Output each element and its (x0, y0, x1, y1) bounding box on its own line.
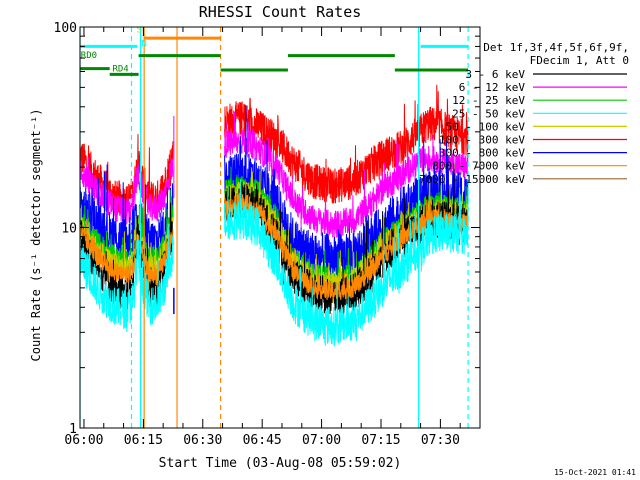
x-tick-label: 07:00 (302, 433, 341, 448)
x-tick-label: 06:30 (183, 433, 222, 448)
series-6-12-kev (80, 111, 469, 238)
series-line (80, 156, 174, 225)
legend-label: 25 - 50 keV (452, 107, 525, 120)
y-axis-label: Count Rate (s⁻¹ detector segment⁻¹) (29, 109, 43, 362)
footer-timestamp: 15-Oct-2021 01:41 (554, 468, 636, 477)
x-tick-label: 07:30 (421, 433, 460, 448)
series-line (224, 179, 469, 347)
legend: Det 1f,3f,4f,5f,6f,9f,FDecim 1, Att 0 3 -… (419, 41, 629, 186)
legend-label: 6 - 12 keV (459, 81, 526, 94)
legend-entry: 100 - 300 keV (439, 134, 627, 147)
legend-entry: 7000 - 15000 keV (419, 173, 627, 186)
annotation-label: RD4 (112, 64, 128, 74)
series-25-50-kev (80, 179, 469, 347)
legend-label: 3 - 6 keV (465, 68, 525, 81)
x-axis-label: Start Time (03-Aug-08 05:59:02) (159, 456, 402, 471)
series-line (224, 84, 469, 204)
legend-entry: 12 - 25 keV (452, 94, 627, 107)
y-tick-label: 1 (69, 422, 77, 437)
legend-entry: 6 - 12 keV (459, 81, 627, 94)
x-tick-label: 06:00 (64, 433, 103, 448)
legend-label: 800 - 7000 keV (432, 160, 525, 173)
legend-label: 50 - 100 keV (446, 120, 526, 133)
x-tick-label: 06:45 (243, 433, 282, 448)
legend-entry: 300 - 800 keV (439, 147, 627, 160)
legend-header: FDecim 1, Att 0 (530, 54, 629, 67)
legend-label: 300 - 800 keV (439, 147, 525, 160)
axes: 1 10 100 06:00 06:15 06:30 06:45 07:00 07:15 07:3… (54, 21, 481, 448)
legend-entry: 50 - 100 keV (446, 120, 627, 133)
legend-label: 7000 - 15000 keV (419, 173, 525, 186)
series-line (224, 190, 469, 301)
legend-header: Det 1f,3f,4f,5f,6f,9f, (483, 41, 629, 54)
series-line (224, 111, 469, 238)
chart-title: RHESSI Count Rates (199, 3, 362, 21)
x-tick-label: 06:15 (124, 433, 163, 448)
plot-area (80, 84, 469, 347)
legend-entry: 3 - 6 keV (465, 68, 627, 81)
y-tick-label: 100 (54, 21, 77, 36)
annotation-label: RD0 (81, 51, 97, 61)
annotation-label: S (137, 25, 142, 35)
y-tick-label: 10 (61, 222, 77, 237)
legend-label: 12 - 25 keV (452, 94, 525, 107)
annotation-label: N (141, 39, 146, 49)
series-line (80, 223, 174, 333)
legend-entry: 800 - 7000 keV (432, 160, 627, 173)
annotations: RD0 RD4 SN (80, 25, 469, 428)
legend-entry: 25 - 50 keV (452, 107, 627, 120)
legend-label: 100 - 300 keV (439, 134, 525, 147)
x-tick-label: 07:15 (361, 433, 400, 448)
